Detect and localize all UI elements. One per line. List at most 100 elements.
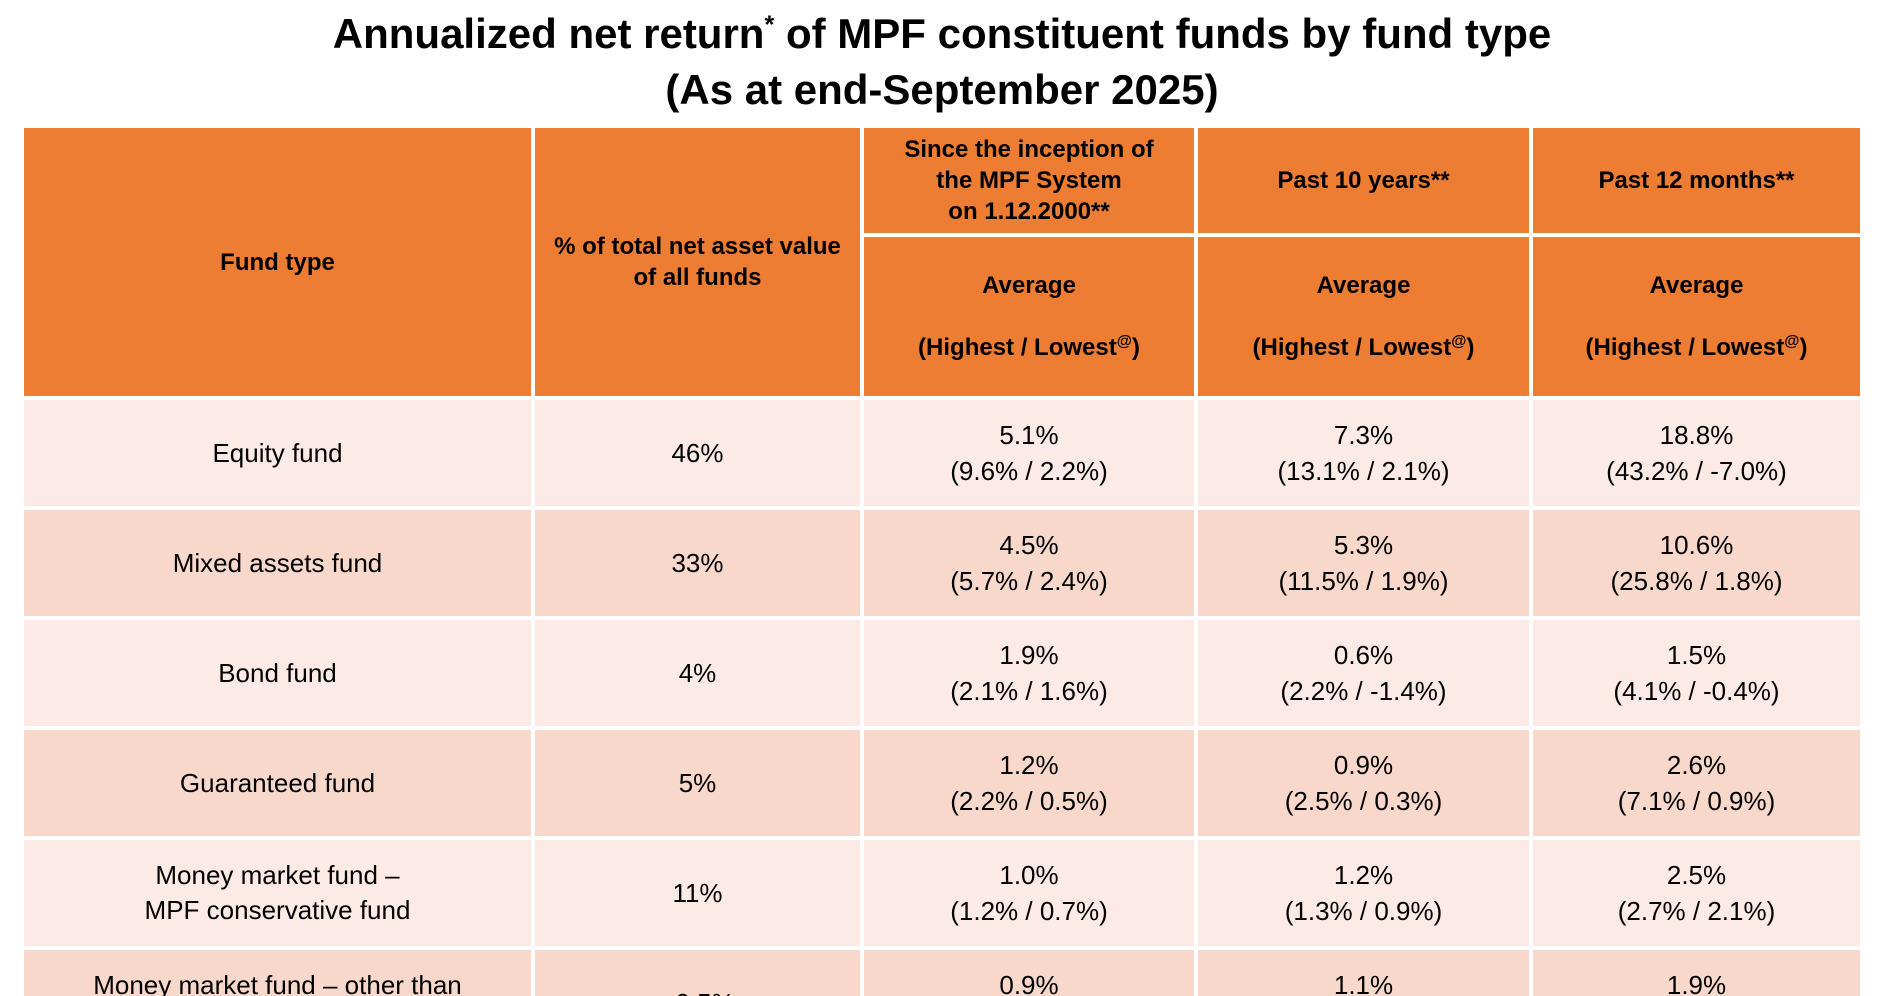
average-value: 5.3% xyxy=(1333,530,1394,560)
table-row: Bond fund 4% 1.9% (2.1% / 1.6%) 0.6% (2.… xyxy=(24,620,1860,726)
page-title-rest: of MPF constituent funds by fund type xyxy=(774,10,1552,57)
average-value: 1.5% xyxy=(1666,640,1727,670)
highest-lowest-value: (5.7% / 2.4%) xyxy=(950,566,1108,596)
highest-lowest-value: (25.8% / 1.8%) xyxy=(1610,566,1783,596)
cell-past-12-months: 10.6% (25.8% / 1.8%) xyxy=(1533,510,1860,616)
header-row-average: Average (Highest / Lowest@) Average (Hig… xyxy=(24,237,1860,396)
range-suffix: ) xyxy=(1799,334,1808,361)
highest-lowest-value: (2.7% / 2.1%) xyxy=(1617,896,1776,926)
highest-lowest-value: (2.2% / -1.4%) xyxy=(1280,676,1447,706)
cell-fund-type: Equity fund xyxy=(24,400,531,506)
cell-nav-share: 5% xyxy=(535,730,860,836)
cell-past-12-months: 1.5% (4.1% / -0.4%) xyxy=(1533,620,1860,726)
cell-past-12-months: 2.6% (7.1% / 0.9%) xyxy=(1533,730,1860,836)
table-row: Guaranteed fund 5% 1.2% (2.2% / 0.5%) 0.… xyxy=(24,730,1860,836)
highest-lowest-value: (4.1% / -0.4%) xyxy=(1613,676,1780,706)
range-prefix: (Highest / Lowest xyxy=(1252,334,1452,361)
average-value: 7.3% xyxy=(1333,420,1394,450)
average-value: 0.9% xyxy=(999,970,1059,996)
range-prefix: (Highest / Lowest xyxy=(918,334,1117,361)
average-value: 1.9% xyxy=(1666,970,1727,996)
cell-fund-type: Money market fund – other than MPF conse… xyxy=(24,950,531,996)
page-title: Annualized net return* of MPF constituen… xyxy=(0,6,1884,62)
cell-fund-type: Mixed assets fund xyxy=(24,510,531,616)
highest-lowest-value: (2.1% / 1.6%) xyxy=(950,676,1108,706)
average-value: 18.8% xyxy=(1659,420,1734,450)
average-value: 4.5% xyxy=(999,530,1059,560)
column-header-since-inception: Since the inception of the MPF System on… xyxy=(864,128,1194,233)
cell-past-10-years: 5.3% (11.5% / 1.9%) xyxy=(1198,510,1529,616)
cell-since-inception: 1.0% (1.2% / 0.7%) xyxy=(864,840,1194,946)
average-value: 2.5% xyxy=(1666,860,1727,890)
cell-nav-share: 46% xyxy=(535,400,860,506)
range-suffix: ) xyxy=(1466,334,1475,361)
cell-past-12-months: 1.9% (3.0% / -0.1%) xyxy=(1533,950,1860,996)
header-row-periods: Fund type % of total net asset value of … xyxy=(24,128,1860,396)
mpf-returns-table: Fund type % of total net asset value of … xyxy=(20,124,1864,996)
cell-past-12-months: 2.5% (2.7% / 2.1%) xyxy=(1533,840,1860,946)
cell-fund-type: Bond fund xyxy=(24,620,531,726)
average-value: 5.1% xyxy=(999,420,1059,450)
highest-lowest-value: (43.2% / -7.0%) xyxy=(1606,456,1787,486)
cell-past-10-years: 0.6% (2.2% / -1.4%) xyxy=(1198,620,1529,726)
average-value: 10.6% xyxy=(1659,530,1734,560)
average-value: 1.0% xyxy=(999,860,1059,890)
highest-lowest-value: (7.1% / 0.9%) xyxy=(1617,786,1776,816)
cell-since-inception: 0.9% (0.9% / 0.8%) xyxy=(864,950,1194,996)
cell-past-10-years: 1.2% (1.3% / 0.9%) xyxy=(1198,840,1529,946)
cell-since-inception: 5.1% (9.6% / 2.2%) xyxy=(864,400,1194,506)
highest-lowest-value: (1.3% / 0.9%) xyxy=(1284,896,1443,926)
highest-lowest-label: (Highest / Lowest@) xyxy=(1541,332,1852,363)
range-superscript: @ xyxy=(1784,333,1800,350)
cell-past-10-years: 7.3% (13.1% / 2.1%) xyxy=(1198,400,1529,506)
average-label: Average xyxy=(1649,272,1744,299)
cell-past-10-years: 1.1% (1.7% / 0.4%) xyxy=(1198,950,1529,996)
highest-lowest-value: (1.2% / 0.7%) xyxy=(950,896,1108,926)
subheader-average-past-12-months: Average (Highest / Lowest@) xyxy=(1533,237,1860,396)
highest-lowest-value: (11.5% / 1.9%) xyxy=(1278,566,1449,596)
cell-fund-type: Guaranteed fund xyxy=(24,730,531,836)
cell-nav-share: 11% xyxy=(535,840,860,946)
cell-fund-type: Money market fund – MPF conservative fun… xyxy=(24,840,531,946)
range-superscript: @ xyxy=(1116,333,1132,350)
average-value: 2.6% xyxy=(1666,750,1727,780)
highest-lowest-label: (Highest / Lowest@) xyxy=(872,332,1186,363)
highest-lowest-value: (2.2% / 0.5%) xyxy=(950,786,1108,816)
title-block: Annualized net return* of MPF constituen… xyxy=(0,0,1884,118)
range-superscript: @ xyxy=(1451,333,1467,350)
highest-lowest-label: (Highest / Lowest@) xyxy=(1206,332,1521,363)
table-row: Equity fund 46% 5.1% (9.6% / 2.2%) 7.3% … xyxy=(24,400,1860,506)
cell-nav-share: 4% xyxy=(535,620,860,726)
cell-past-12-months: 18.8% (43.2% / -7.0%) xyxy=(1533,400,1860,506)
average-label: Average xyxy=(982,272,1076,299)
page-title-main: Annualized net return xyxy=(332,10,765,57)
cell-past-10-years: 0.9% (2.5% / 0.3%) xyxy=(1198,730,1529,836)
average-value: 0.6% xyxy=(1333,640,1394,670)
cell-nav-share: <0.5% xyxy=(535,950,860,996)
average-value: 1.9% xyxy=(999,640,1059,670)
highest-lowest-value: (9.6% / 2.2%) xyxy=(950,456,1108,486)
range-prefix: (Highest / Lowest xyxy=(1585,334,1785,361)
cell-since-inception: 1.2% (2.2% / 0.5%) xyxy=(864,730,1194,836)
page-title-superscript: * xyxy=(764,11,775,39)
subheader-average-since-inception: Average (Highest / Lowest@) xyxy=(864,237,1194,396)
page-subtitle: (As at end-September 2025) xyxy=(665,66,1219,113)
average-value: 1.2% xyxy=(999,750,1059,780)
table-body: Equity fund 46% 5.1% (9.6% / 2.2%) 7.3% … xyxy=(24,400,1860,996)
column-header-past-10-years: Past 10 years** xyxy=(1198,128,1529,233)
column-header-nav-share: % of total net asset value of all funds xyxy=(535,128,860,396)
table-header: Fund type % of total net asset value of … xyxy=(24,128,1860,396)
average-value: 1.1% xyxy=(1333,970,1394,996)
cell-since-inception: 1.9% (2.1% / 1.6%) xyxy=(864,620,1194,726)
column-header-past-12-months: Past 12 months** xyxy=(1533,128,1860,233)
average-value: 0.9% xyxy=(1333,750,1394,780)
table-row: Mixed assets fund 33% 4.5% (5.7% / 2.4%)… xyxy=(24,510,1860,616)
range-suffix: ) xyxy=(1131,334,1140,361)
average-value: 1.2% xyxy=(1333,860,1394,890)
average-label: Average xyxy=(1316,272,1411,299)
table-row: Money market fund – MPF conservative fun… xyxy=(24,840,1860,946)
table-row: Money market fund – other than MPF conse… xyxy=(24,950,1860,996)
highest-lowest-value: (13.1% / 2.1%) xyxy=(1277,456,1450,486)
column-header-fund-type: Fund type xyxy=(24,128,531,396)
